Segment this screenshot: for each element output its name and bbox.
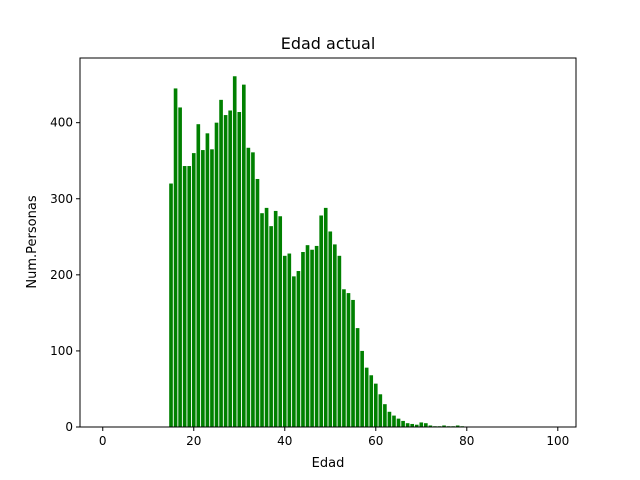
bar — [287, 253, 292, 427]
bar — [210, 149, 214, 428]
x-axis-label: Edad — [312, 456, 345, 471]
bar — [187, 166, 192, 427]
bar — [178, 107, 182, 427]
bar — [419, 422, 424, 427]
plot-frame — [79, 57, 577, 428]
bar — [255, 178, 260, 427]
bar — [260, 213, 264, 427]
y-tick-label: 0 — [65, 420, 73, 434]
y-tick-label: 100 — [50, 344, 73, 358]
bar — [301, 252, 305, 427]
bar — [351, 299, 355, 427]
bar — [196, 124, 201, 428]
bar — [414, 424, 419, 427]
bar — [405, 423, 410, 427]
bar — [305, 245, 310, 427]
bar — [364, 367, 369, 427]
bar — [296, 271, 301, 427]
bar — [169, 183, 173, 427]
chart-title: Edad actual — [281, 34, 376, 53]
bar — [424, 423, 428, 427]
bars-group — [169, 76, 465, 428]
bar — [173, 88, 178, 428]
bar — [278, 216, 283, 427]
bar — [410, 423, 415, 427]
bar — [360, 350, 364, 427]
bar — [428, 425, 433, 427]
bar — [232, 76, 237, 427]
bar — [323, 207, 328, 427]
bar — [214, 122, 219, 427]
bar — [282, 255, 287, 427]
bar — [241, 84, 246, 427]
bar — [269, 226, 273, 427]
bar — [264, 207, 269, 427]
bar — [246, 147, 251, 427]
bar — [355, 328, 360, 427]
bar — [191, 153, 196, 427]
bar — [392, 415, 396, 427]
bar — [387, 411, 392, 427]
x-tick-label: 60 — [368, 434, 383, 448]
bar — [383, 404, 387, 427]
bar — [273, 210, 278, 427]
bar — [337, 255, 342, 427]
x-tick-label: 100 — [546, 434, 569, 448]
y-tick-label: 300 — [50, 192, 73, 206]
x-tick-label: 40 — [277, 434, 292, 448]
x-tick-label: 0 — [99, 434, 107, 448]
bar — [292, 276, 296, 427]
x-tick-label: 80 — [459, 434, 474, 448]
y-axis-ticks: 0 100 200 300 400 — [50, 116, 80, 434]
bar — [401, 420, 405, 427]
bar — [228, 110, 232, 427]
y-tick-label: 400 — [50, 116, 73, 130]
bar — [223, 115, 228, 427]
bar — [205, 133, 210, 427]
bar — [201, 150, 205, 427]
bar — [314, 245, 319, 427]
bar — [455, 425, 460, 427]
bar — [342, 289, 346, 427]
bar — [369, 375, 374, 427]
bar — [378, 394, 383, 427]
x-axis-ticks: 0 20 40 60 80 100 — [99, 427, 569, 448]
y-axis-label: Num.Personas — [25, 195, 40, 288]
bar — [333, 244, 337, 427]
bar — [346, 293, 351, 427]
y-tick-label: 200 — [50, 268, 73, 282]
bar — [182, 166, 187, 427]
bar — [310, 249, 314, 427]
bar — [396, 418, 401, 427]
bar — [251, 152, 255, 427]
bar — [237, 112, 242, 427]
bar — [319, 215, 323, 427]
x-tick-label: 20 — [186, 434, 201, 448]
bar — [328, 231, 333, 427]
bar — [373, 383, 378, 427]
bar — [442, 425, 446, 427]
bar — [219, 99, 223, 427]
